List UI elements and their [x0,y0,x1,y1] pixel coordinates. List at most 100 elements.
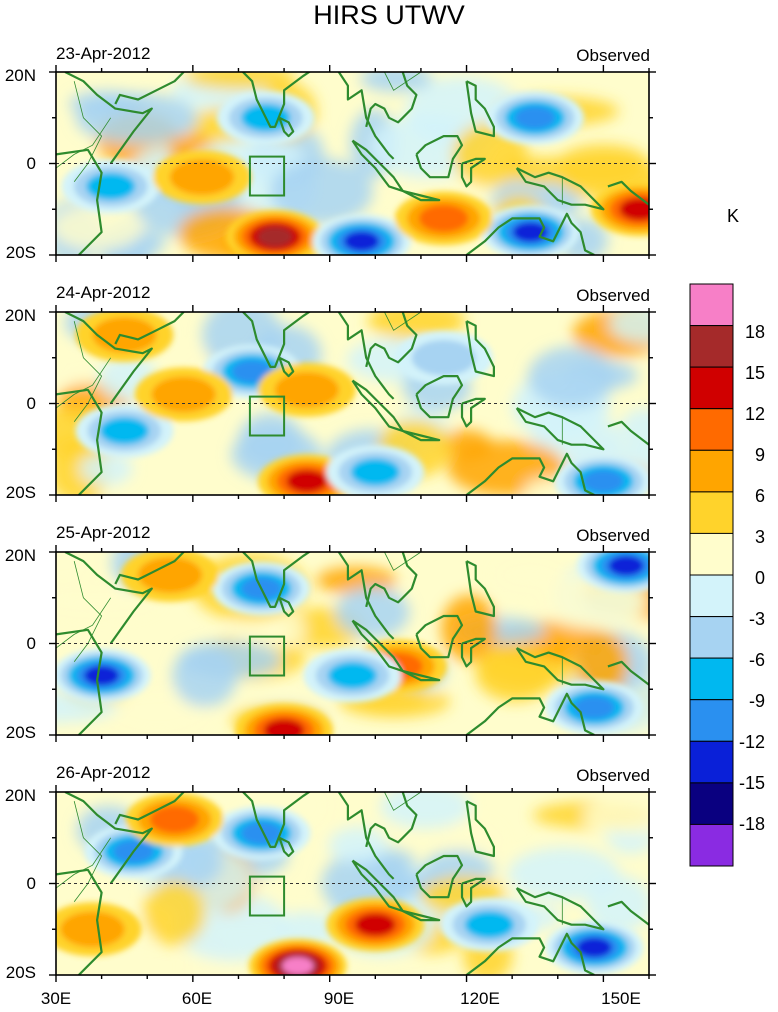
anomaly-contour [464,911,514,939]
border-line [56,837,112,889]
coastline [460,157,486,188]
colorbar-box [689,366,734,410]
colorbar-tick: -3 [749,609,765,629]
x-tick-label: 30E [41,989,71,1008]
texture-blob [608,312,649,344]
x-axis: 30E 60E 90E 120E 150E [41,989,641,1008]
colorbar-box [689,491,734,534]
anomaly-contour [608,555,644,576]
colorbar-box [689,823,734,867]
colorbar: K 18 15 12 9 6 3 0 -3 -6 -9 -12 -15 -18 [689,206,765,867]
colorbar-box [689,699,734,742]
y-tick-label: 20N [5,66,36,85]
coastline [415,375,464,419]
panel-date: 26-Apr-2012 [56,763,151,782]
x-tick-label: 120E [460,989,500,1008]
colorbar-tick: -18 [739,814,765,834]
y-tick-label: 20S [6,963,36,982]
coastline [365,552,421,608]
colorbar-box [689,532,734,576]
texture-blob [379,792,471,829]
coastline [515,887,605,931]
texture-blob [238,413,303,466]
colorbar-box [689,782,734,826]
texture-blob [582,798,649,834]
colorbar-tick: -9 [749,691,765,711]
border-line [384,552,422,571]
coastline [64,552,153,645]
anomaly-contour [240,821,282,845]
x-tick-label: 60E [182,989,212,1008]
coastline [460,637,486,668]
y-tick-label: 0 [27,394,36,413]
analysis-box [248,395,286,437]
anomaly-contour [257,226,293,247]
border-line [384,792,422,811]
colorbar-tick: 15 [745,363,765,383]
panel-tag: Observed [576,286,650,305]
coastline [465,932,595,975]
colorbar-box [689,574,734,618]
anomaly-contour [86,172,136,201]
anomaly-contour [327,661,378,690]
anomaly-contour [137,557,203,593]
panel-4: 26-Apr-2012 Observed 20N 0 20S [5,763,656,982]
borders [56,552,563,685]
texture-blob [184,72,295,90]
anomaly-contour [231,360,273,383]
coastline [241,72,395,160]
colorbar-tick: -15 [739,773,765,793]
border-line [73,321,103,423]
y-tick-label: 0 [27,634,36,653]
anomaly-contour [274,372,339,408]
chart-title: HIRS UTWV [313,0,465,30]
coastlines [56,552,649,735]
anomaly-field [56,792,649,975]
anomaly-map [49,785,656,982]
panel-1: 23-Apr-2012 Observed 20N 0 20S [5,44,656,262]
coastline [114,552,185,585]
colorbar-box [689,283,734,327]
borders [56,312,563,445]
texture-blob [75,93,198,144]
coastline [607,660,649,686]
coastline [402,909,441,922]
coastline [64,312,153,405]
anomaly-contour [282,957,314,975]
coastline [415,614,464,659]
anomaly-contour [419,204,469,233]
anomaly-contour [583,470,624,493]
y-tick-label: 20N [5,786,36,805]
colorbar-boxes [689,283,734,867]
colorbar-box [689,740,734,784]
coastline [607,900,649,926]
anomaly-contour [99,417,149,445]
border-line [56,117,112,169]
colorbar-box [689,325,734,368]
borders [56,792,563,925]
texture-blob [475,645,555,702]
y-tick-label: 0 [27,874,36,893]
anomaly-contour [263,719,305,735]
coastlines [56,72,649,255]
anomaly-contour [355,913,396,936]
coastline [515,407,605,451]
anomaly-map [49,305,656,502]
anomaly-contour [84,665,120,686]
coastline [465,212,595,255]
coastline [465,692,595,735]
anomaly-contour [151,376,216,413]
coastline [278,356,295,378]
border-line [56,597,112,649]
colorbar-tick: 6 [755,486,765,506]
coastline [278,836,295,858]
texture-blob [56,552,95,587]
coastline [114,312,185,345]
border-line [384,312,422,331]
anomaly-field [56,72,649,255]
coastline [241,312,395,400]
border-line [73,801,103,903]
coastline [515,647,605,691]
colorbar-box [689,449,734,493]
